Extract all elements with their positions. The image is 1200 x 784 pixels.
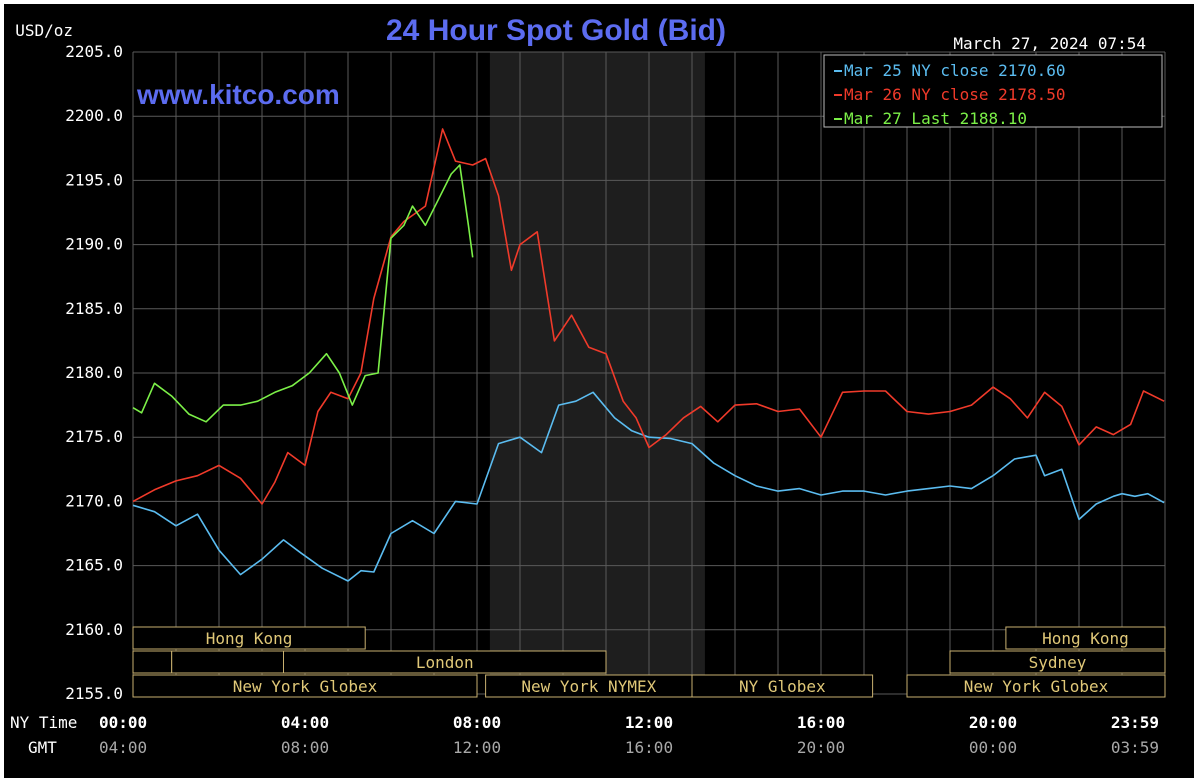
y-tick-label: 2190.0 [65,235,123,254]
session-label: New York Globex [964,677,1109,696]
gmt-time-tick: 03:59 [1111,738,1159,757]
y-axis-unit: USD/oz [15,21,73,40]
y-tick-label: 2185.0 [65,299,123,318]
legend-entry-1: Mar 25 NY close 2170.60 [844,61,1066,80]
y-tick-label: 2180.0 [65,363,123,382]
chart-title: 24 Hour Spot Gold (Bid) [386,14,726,47]
gmt-time-tick: 12:00 [453,738,501,757]
ny-time-tick: 12:00 [625,713,673,732]
series-line-3 [132,164,474,423]
watermark: www.kitco.com [136,79,340,110]
ny-time-tick: 20:00 [969,713,1017,732]
session-bar [283,650,607,674]
ny-time-tick: 04:00 [281,713,329,732]
session-bar [949,650,1166,674]
y-tick-label: 2195.0 [65,170,123,189]
gmt-time-tick: 08:00 [281,738,329,757]
axes: 2155.0 2160.0 2165.0 2170.0 2175.0 2180.0 2185… [10,42,1159,757]
legend-box [823,54,1163,128]
session-bar [132,674,478,698]
gmt-label: GMT [28,738,57,757]
y-tick-label: 2175.0 [65,427,123,446]
ny-time-tick: 08:00 [453,713,501,732]
session-label: NY Globex [739,677,826,696]
gmt-time-tick: 16:00 [625,738,673,757]
session-bar [132,650,173,674]
session-bar [171,650,284,674]
session-label: Hong Kong [206,629,293,648]
y-tick-label: 2200.0 [65,106,123,125]
ny-time-label: NY Time [10,713,77,732]
y-tick-label: 2160.0 [65,620,123,639]
gmt-time-tick: 04:00 [99,738,147,757]
session-label: London [416,653,474,672]
session-label: Hong Kong [1042,629,1129,648]
y-tick-label: 2205.0 [65,42,123,61]
ny-time-tick: 16:00 [797,713,845,732]
session-bar [691,674,874,698]
session-label: New York NYMEX [521,677,656,696]
legend-entry-2: Mar 26 NY close 2178.50 [844,85,1066,104]
market-sessions: Hong Kong London New York Globex New York N… [132,626,1166,698]
spot-gold-chart: USD/oz 24 Hour Spot Gold (Bid) March 27,… [4,4,1194,778]
session-bar [906,674,1166,698]
y-tick-label: 2165.0 [65,556,123,575]
session-label: Sydney [1029,653,1087,672]
session-bar [1005,626,1166,650]
gmt-time-tick: 20:00 [797,738,845,757]
y-tick-label: 2155.0 [65,684,123,703]
gmt-time-tick: 00:00 [969,738,1017,757]
session-bar [132,626,366,650]
timestamp: March 27, 2024 07:54 [953,34,1146,53]
legend: Mar 25 NY close 2170.60 Mar 26 NY close 2… [823,54,1163,128]
series-line-2 [132,128,1165,505]
y-tick-label: 2170.0 [65,491,123,510]
ny-time-tick: 23:59 [1111,713,1159,732]
chart-frame: USD/oz 24 Hour Spot Gold (Bid) March 27,… [4,4,1194,778]
series-line-1 [132,391,1165,582]
ny-time-tick: 00:00 [99,713,147,732]
plot-area [132,51,1166,695]
legend-entry-3: Mar 27 Last 2188.10 [844,109,1027,128]
session-label: New York Globex [233,677,378,696]
